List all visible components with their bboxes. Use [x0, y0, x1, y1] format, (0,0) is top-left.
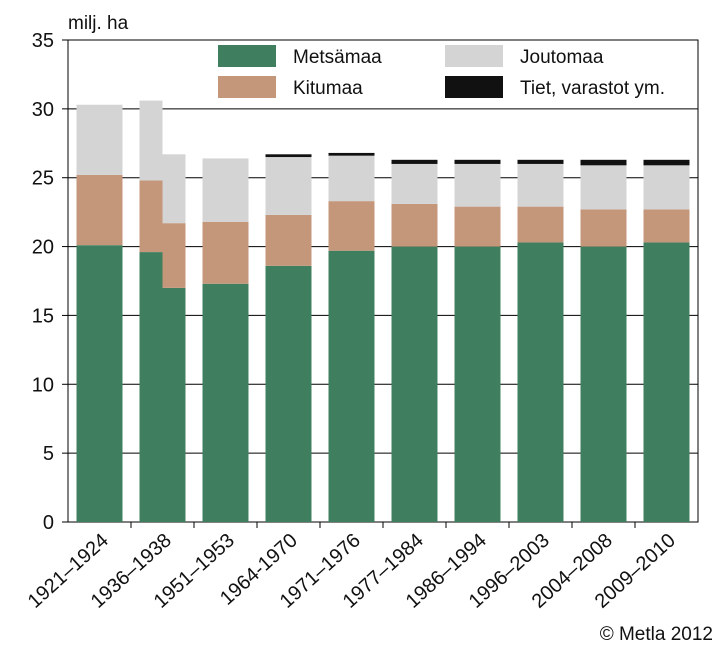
- legend-label: Metsämaa: [293, 47, 382, 68]
- bar-segment: [643, 159, 690, 166]
- bar-segment: [76, 104, 123, 175]
- bar-segment: [454, 206, 501, 247]
- bar-segment: [328, 250, 375, 522]
- legend-swatch: [445, 45, 503, 67]
- legend-swatch: [218, 45, 276, 67]
- bar-segment: [454, 246, 501, 522]
- bar-segment: [265, 157, 312, 215]
- bar-segment: [76, 245, 123, 522]
- bar-segment: [162, 154, 186, 224]
- bar-segment: [517, 159, 564, 164]
- bar-segment: [139, 100, 163, 181]
- bar-segment: [580, 246, 627, 522]
- y-tick-label: 30: [32, 99, 54, 121]
- bar-segment: [517, 206, 564, 243]
- y-tick-label: 0: [43, 512, 54, 534]
- legend-label: Tiet, varastot ym.: [520, 78, 665, 99]
- bar-segment: [265, 154, 312, 158]
- bar-segment: [202, 158, 249, 222]
- y-tick-label: 35: [32, 30, 54, 52]
- bar-segment: [517, 242, 564, 522]
- bar-segment: [139, 252, 163, 522]
- bar-segment: [643, 209, 690, 243]
- bar-segment: [328, 201, 375, 251]
- bar-segment: [580, 209, 627, 247]
- bar-segment: [454, 159, 501, 164]
- y-tick-label: 10: [32, 374, 54, 396]
- bar-segment: [391, 163, 438, 204]
- y-tick-label: 20: [32, 237, 54, 259]
- bar-segment: [391, 246, 438, 522]
- bar-segment: [580, 165, 627, 210]
- bar-segment: [580, 159, 627, 166]
- legend-swatch: [218, 76, 276, 98]
- unit-label: milj. ha: [68, 13, 129, 34]
- bar-segment: [202, 221, 249, 284]
- bar-segment: [328, 152, 375, 156]
- bar-segment: [162, 287, 186, 522]
- legend-label: Kitumaa: [293, 78, 363, 99]
- bar-segment: [265, 265, 312, 522]
- legend-label: Joutomaa: [520, 47, 604, 68]
- bar-segment: [643, 242, 690, 522]
- y-tick-label: 5: [43, 443, 54, 465]
- bar-segment: [391, 203, 438, 247]
- bar-segment: [391, 159, 438, 164]
- bar-segment: [139, 180, 163, 253]
- credit-text: © Metla 2012: [600, 624, 713, 645]
- bar-segment: [202, 283, 249, 522]
- bar-segment: [76, 174, 123, 246]
- y-tick-label: 15: [32, 305, 54, 327]
- bar-segment: [162, 223, 186, 288]
- legend-swatch: [445, 76, 503, 98]
- y-tick-label: 25: [32, 168, 54, 190]
- bar-segment: [328, 155, 375, 202]
- bar-segment: [643, 165, 690, 210]
- bar-segment: [265, 214, 312, 266]
- bar-segment: [454, 163, 501, 207]
- bar-segment: [517, 163, 564, 207]
